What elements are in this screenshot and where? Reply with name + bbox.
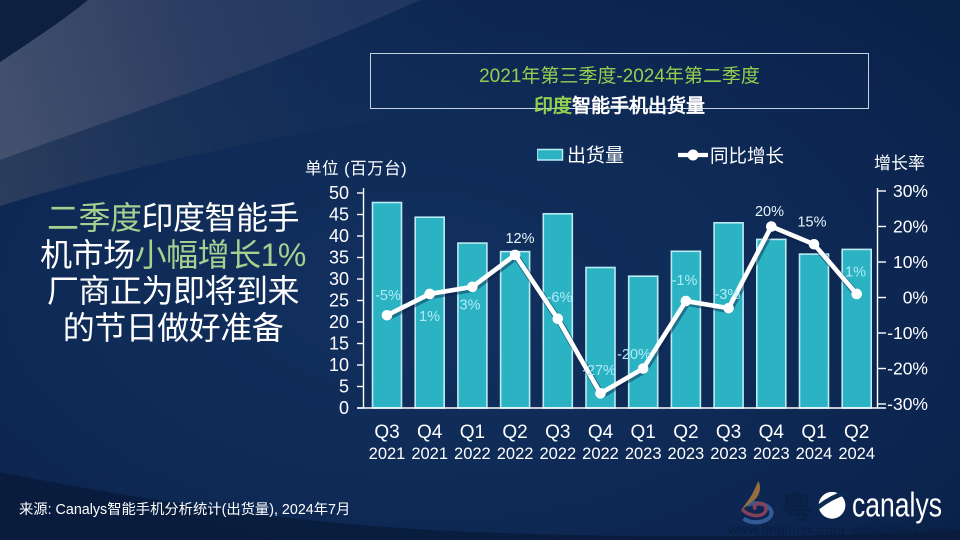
svg-text:Q4: Q4	[417, 422, 443, 443]
svg-text:-6%: -6%	[547, 290, 573, 306]
svg-text:www.lingliuyx.com: www.lingliuyx.com	[727, 522, 845, 537]
svg-text:30: 30	[329, 269, 349, 289]
svg-text:出货量: 出货量	[567, 145, 624, 167]
svg-text:粤: 粤	[781, 491, 812, 526]
svg-text:2022: 2022	[539, 445, 576, 463]
svg-text:2024: 2024	[838, 445, 875, 463]
svg-text:-3%: -3%	[715, 287, 741, 303]
svg-text:Q2: Q2	[844, 422, 869, 443]
svg-text:2023: 2023	[668, 445, 705, 463]
svg-text:同比增长: 同比增长	[710, 146, 784, 167]
svg-text:Q2: Q2	[673, 422, 698, 443]
svg-text:-1%: -1%	[672, 273, 698, 289]
svg-text:Q3: Q3	[716, 422, 741, 443]
svg-text:2022: 2022	[497, 445, 534, 463]
svg-text:2021: 2021	[369, 445, 406, 463]
svg-text:3%: 3%	[460, 298, 481, 314]
svg-text:Q3: Q3	[545, 422, 570, 443]
svg-text:1%: 1%	[845, 265, 866, 281]
svg-text:2024: 2024	[796, 445, 833, 463]
svg-text:-20%: -20%	[617, 347, 651, 363]
svg-text:45: 45	[329, 205, 349, 225]
svg-text:0: 0	[339, 398, 349, 418]
svg-text:5: 5	[339, 377, 349, 397]
svg-text:-27%: -27%	[582, 363, 616, 379]
svg-text:2023: 2023	[710, 445, 747, 463]
svg-text:15: 15	[329, 334, 349, 354]
svg-text:-30%: -30%	[887, 394, 928, 414]
svg-text:-10%: -10%	[887, 323, 928, 343]
svg-text:2023: 2023	[625, 445, 662, 463]
svg-text:25: 25	[329, 291, 349, 311]
svg-text:2022: 2022	[582, 445, 619, 463]
svg-text:Q3: Q3	[374, 422, 399, 443]
svg-text:Q4: Q4	[588, 422, 614, 443]
svg-text:40: 40	[329, 226, 349, 246]
svg-text:2023: 2023	[753, 445, 790, 463]
svg-text:20%: 20%	[755, 204, 784, 220]
svg-text:Q1: Q1	[460, 422, 485, 443]
svg-text:2022: 2022	[454, 445, 491, 463]
svg-text:12%: 12%	[505, 231, 534, 247]
svg-text:10%: 10%	[893, 252, 928, 272]
svg-text:Q1: Q1	[801, 422, 826, 443]
svg-text:20%: 20%	[893, 217, 928, 237]
svg-text:Q4: Q4	[759, 422, 785, 443]
svg-text:Q1: Q1	[631, 422, 656, 443]
svg-text:20: 20	[329, 312, 349, 332]
svg-text:-5%: -5%	[375, 288, 401, 304]
svg-text:15%: 15%	[797, 215, 826, 231]
svg-text:35: 35	[329, 248, 349, 268]
svg-text:www.06zyx.com: www.06zyx.com	[850, 522, 950, 537]
svg-text:10: 10	[329, 355, 349, 375]
svg-text:canalys: canalys	[852, 487, 942, 525]
svg-text:Q2: Q2	[502, 422, 527, 443]
svg-text:0%: 0%	[903, 288, 928, 308]
svg-text:1%: 1%	[419, 309, 440, 325]
svg-text:-20%: -20%	[887, 359, 928, 379]
svg-text:50: 50	[329, 183, 349, 203]
svg-text:30%: 30%	[893, 181, 928, 201]
svg-text:2021: 2021	[411, 445, 448, 463]
